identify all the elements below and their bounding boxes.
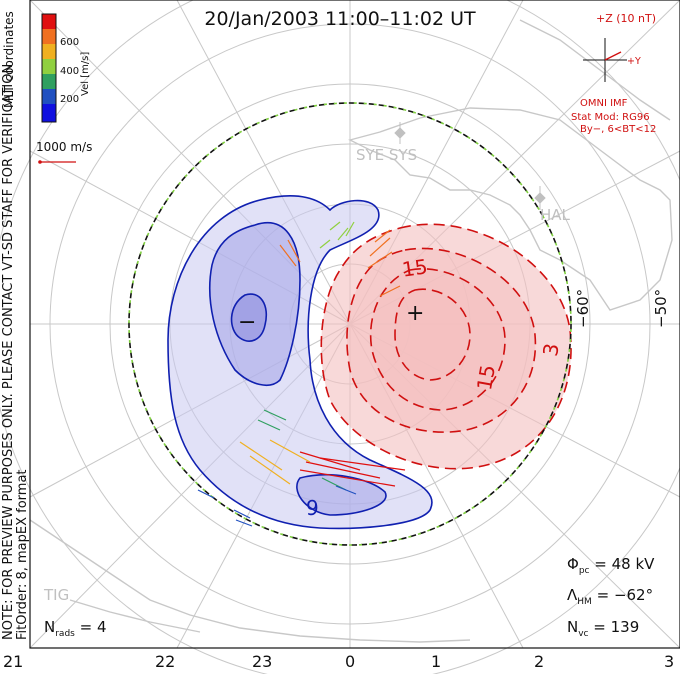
hm-boundary (128, 102, 572, 546)
contour-label-15-top: 15 (400, 254, 429, 282)
plot-frame (29, 0, 680, 649)
lambda-hm-value: −62° (613, 586, 654, 604)
phi-pc-value: 48 (611, 555, 631, 573)
colorbar-title: MLT coordinates (2, 11, 16, 108)
contour-label-9: 9 (306, 496, 319, 520)
fit-order: FitOrder: 8, mapEX format (15, 469, 30, 640)
station-label-tig: TIG (44, 586, 70, 604)
latitude-label-50: −50° (652, 288, 670, 328)
positive-potential-cell (320, 223, 572, 470)
hm-boundary-latitude: ΛHM = −62° (567, 586, 654, 607)
imf-clock (583, 38, 627, 82)
mlt-label-22: 22 (155, 652, 176, 671)
n-vc-value: 139 (610, 618, 640, 636)
contour-label-15-right: 15 (472, 362, 501, 393)
mlt-label-1: 1 (431, 652, 442, 671)
coastlines (29, 19, 673, 643)
colorbar-tick-600: 600 (60, 37, 80, 48)
imf-source: OMNI IMF (580, 98, 628, 109)
radar-count: Nrads = 4 (44, 618, 107, 639)
mlt-label-0: 0 (345, 652, 356, 671)
potential-minimum-marker: − (238, 310, 257, 335)
latitude-label-60: −60° (574, 288, 592, 328)
velocity-vectors (197, 221, 406, 527)
potential-maximum-marker: + (406, 301, 425, 326)
map-title: 20/Jan/2003 11:00–11:02 UT (204, 8, 476, 30)
imf-y-label: +Y (627, 56, 641, 67)
n-rads-value: 4 (96, 618, 107, 636)
reference-vector (38, 160, 76, 164)
reference-vector-label: 1000 m/s (36, 140, 93, 154)
hm-boundary-vectors (128, 102, 572, 546)
colorbar-unit: Vel [m/s] (80, 51, 91, 96)
imf-z-label: +Z (10 nT) (596, 12, 657, 25)
imf-condition: By−, 6<BT<12 (580, 124, 657, 135)
colorbar-tick-400: 400 (60, 66, 80, 77)
negative-potential-cell (167, 195, 433, 530)
station-label-sye-sys: SYE SYS (356, 146, 418, 164)
mlt-label-2: 2 (534, 652, 545, 671)
station-markers (394, 122, 546, 210)
mlt-label-23: 23 (252, 652, 273, 671)
mlt-label-3: 3 (664, 652, 675, 671)
phi-pc-unit: kV (635, 555, 655, 573)
station-label-hal: HAL (540, 206, 570, 224)
cross-polar-potential: Φpc = 48 kV (567, 555, 655, 576)
colorbar (41, 13, 57, 123)
vector-count: Nvc = 139 (567, 618, 640, 639)
mlt-label-21: 21 (3, 652, 24, 671)
colorbar-tick-200: 200 (60, 94, 80, 105)
stat-model: Stat Mod: RG96 (571, 112, 650, 123)
